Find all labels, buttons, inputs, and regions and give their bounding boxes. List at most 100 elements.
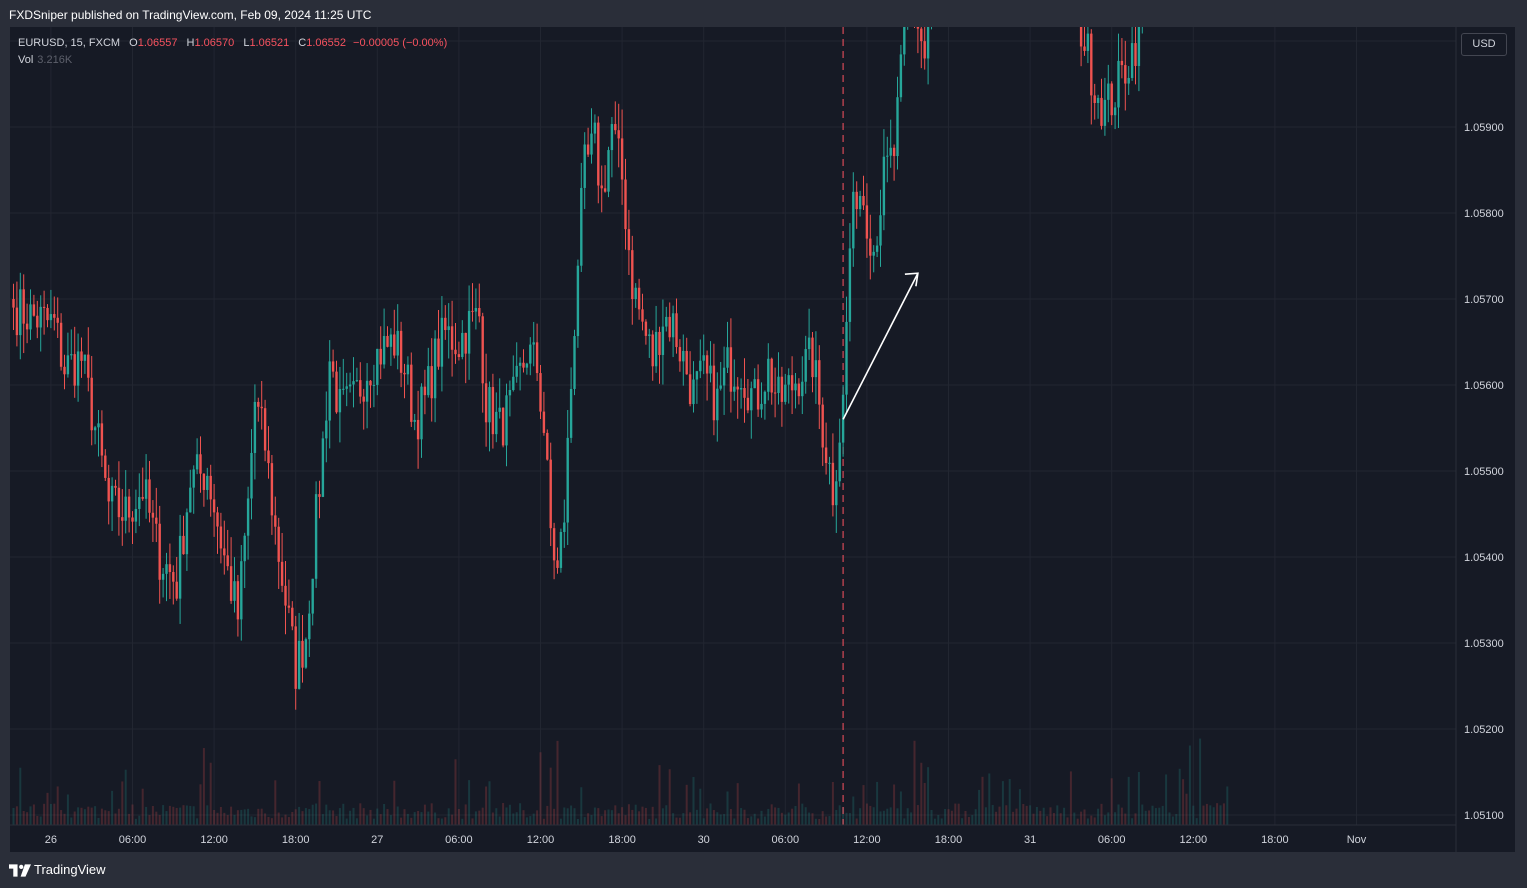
time-axis[interactable]: 26 06:00 12:00 18:00 27 06:00 12:00 18:00 30 06:0…: [45, 834, 1367, 846]
volume-bar: [498, 816, 501, 825]
candle-body: [447, 326, 450, 331]
volume-bar: [954, 803, 957, 825]
volume-bar: [1039, 810, 1042, 825]
candle-body: [121, 517, 124, 521]
candle-body: [410, 364, 413, 422]
price-chart[interactable]: 1.05100 1.05200 1.05300 1.05400 1.05500 1.056…: [10, 27, 1515, 852]
candle-body: [229, 566, 233, 601]
price-tick-label: 1.05400: [1464, 552, 1504, 564]
candle-body: [263, 408, 267, 451]
candle-body: [559, 531, 563, 568]
candle-body: [131, 517, 134, 522]
candle-body: [189, 487, 192, 513]
volume-row: Vol 3.216K: [18, 52, 447, 69]
volume-bar: [984, 807, 987, 825]
volume-bar: [32, 804, 35, 825]
volume-bar: [1120, 807, 1123, 825]
volume-bar: [621, 807, 624, 825]
candle-body: [484, 383, 488, 423]
candle-body: [396, 330, 399, 356]
volume-value: 3.216K: [37, 54, 73, 66]
candle-body: [699, 360, 702, 372]
volume-bar: [597, 808, 600, 825]
volume-bar: [22, 810, 25, 825]
candle-body: [852, 191, 855, 249]
volume-bar: [253, 817, 256, 825]
candle-body: [658, 331, 661, 355]
candle-body: [505, 395, 508, 446]
volume-bar: [267, 816, 270, 825]
volume-bar: [257, 808, 260, 825]
volume-bar: [196, 818, 199, 825]
volume-bar: [944, 809, 947, 825]
volume-label[interactable]: Vol: [18, 54, 34, 66]
candle-body: [223, 548, 226, 556]
chart-pane[interactable]: 1.05100 1.05200 1.05300 1.05400 1.05500 1.056…: [10, 27, 1515, 852]
candle-body: [862, 195, 865, 206]
volume-bar: [872, 807, 875, 825]
volume-bar: [723, 814, 726, 825]
candle-body: [753, 379, 756, 389]
volume-bar: [1226, 786, 1229, 825]
volume-bar: [1199, 738, 1202, 825]
trend-arrow-head: [904, 272, 919, 287]
candle-body: [114, 485, 117, 488]
candle-body: [104, 455, 107, 478]
candle-body: [1110, 83, 1113, 116]
candle-body: [926, 27, 930, 59]
candle-body: [416, 419, 420, 440]
volume-bar: [236, 810, 239, 825]
volume-bar: [338, 808, 341, 825]
trend-arrow[interactable]: [842, 272, 919, 420]
candle-body: [124, 496, 127, 521]
volume-bar: [1042, 807, 1045, 825]
candle-body: [835, 481, 838, 506]
candle-body: [586, 144, 590, 155]
volume-bar: [308, 809, 311, 825]
candle-body: [36, 315, 39, 328]
volume-bar: [369, 809, 372, 825]
volume-bar: [910, 812, 913, 825]
candle-body: [270, 463, 274, 516]
volume-bar: [481, 807, 484, 825]
price-axis[interactable]: 1.05100 1.05200 1.05300 1.05400 1.05500 1.056…: [1464, 27, 1504, 822]
candle-body: [352, 381, 355, 385]
candle-body: [277, 526, 280, 562]
tradingview-brand[interactable]: TradingView: [34, 862, 106, 877]
candle-body: [97, 423, 100, 428]
low-label: L: [243, 37, 250, 49]
candle-body: [593, 122, 597, 134]
candle-body: [257, 401, 260, 407]
time-tick-label: 06:00: [445, 834, 473, 846]
volume-bar: [379, 814, 382, 825]
time-tick-label: 06:00: [1098, 834, 1126, 846]
candle-body: [855, 191, 858, 210]
volume-bar: [804, 807, 807, 825]
volume-bar: [495, 808, 498, 825]
candle-body: [848, 248, 852, 322]
volume-bar: [345, 818, 348, 825]
volume-bar: [638, 811, 641, 825]
volume-bar: [525, 817, 528, 825]
tradingview-logo-icon[interactable]: [9, 864, 31, 877]
currency-button[interactable]: USD: [1461, 33, 1507, 56]
close-label: C: [298, 37, 307, 49]
candle-body: [818, 360, 821, 405]
volume-bar: [304, 808, 307, 825]
symbol-legend: EURUSD, 15, FXCM O1.06557 H1.06570 L1.06…: [18, 35, 447, 69]
volume-bar: [712, 810, 715, 825]
volume-bar: [1066, 817, 1069, 825]
volume-bar: [852, 796, 855, 825]
candle-body: [311, 578, 314, 614]
volume-bar: [264, 813, 267, 825]
volume-bar: [287, 817, 290, 825]
symbol-label[interactable]: EURUSD, 15, FXCM: [18, 37, 121, 49]
volume-bar: [372, 818, 375, 825]
volume-bar: [1073, 812, 1076, 825]
candle-body: [29, 304, 32, 330]
volume-bar: [515, 812, 518, 825]
volume-bar: [366, 815, 369, 825]
candle-body: [335, 371, 338, 413]
candle-body: [236, 581, 240, 620]
volume-bar: [916, 805, 919, 825]
